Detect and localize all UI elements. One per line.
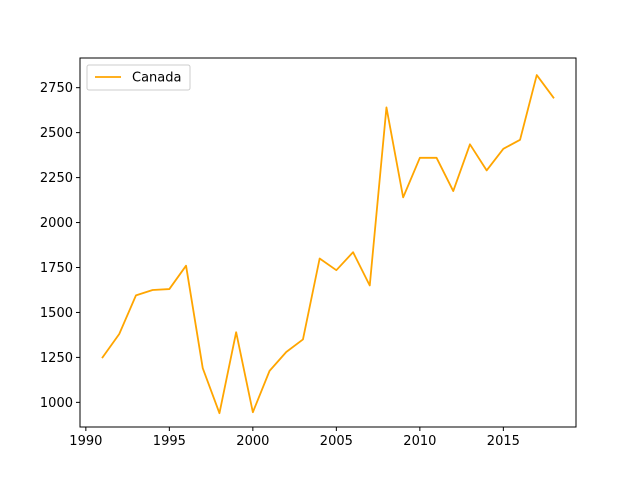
x-tick-label: 2005: [320, 434, 353, 449]
y-tick-label: 1500: [40, 306, 73, 321]
y-tick-label: 2500: [40, 126, 73, 141]
legend-label-canada: Canada: [132, 71, 181, 86]
y-axis: 1000 1250 1500 1750 2000 2250 2500 2750: [40, 81, 80, 411]
x-tick-label: 2010: [403, 434, 436, 449]
x-axis: 1990 1995 2000 2005 2010 2015: [69, 427, 520, 449]
y-tick-label: 2000: [40, 216, 73, 231]
legend: Canada: [86, 64, 191, 91]
legend-box: [86, 64, 191, 91]
plot-area: [79, 57, 577, 428]
y-tick-label: 2750: [40, 81, 73, 96]
y-tick-label: 1250: [40, 351, 73, 366]
y-tick-label: 1000: [40, 396, 73, 411]
x-tick-label: 1990: [69, 434, 102, 449]
y-tick-label: 1750: [40, 261, 73, 276]
x-tick-label: 2000: [236, 434, 269, 449]
series-line-canada: [101, 74, 555, 415]
series-lines: [101, 74, 555, 415]
x-tick-label: 2015: [487, 434, 520, 449]
x-tick-label: 1995: [153, 434, 186, 449]
y-tick-label: 2250: [40, 171, 73, 186]
